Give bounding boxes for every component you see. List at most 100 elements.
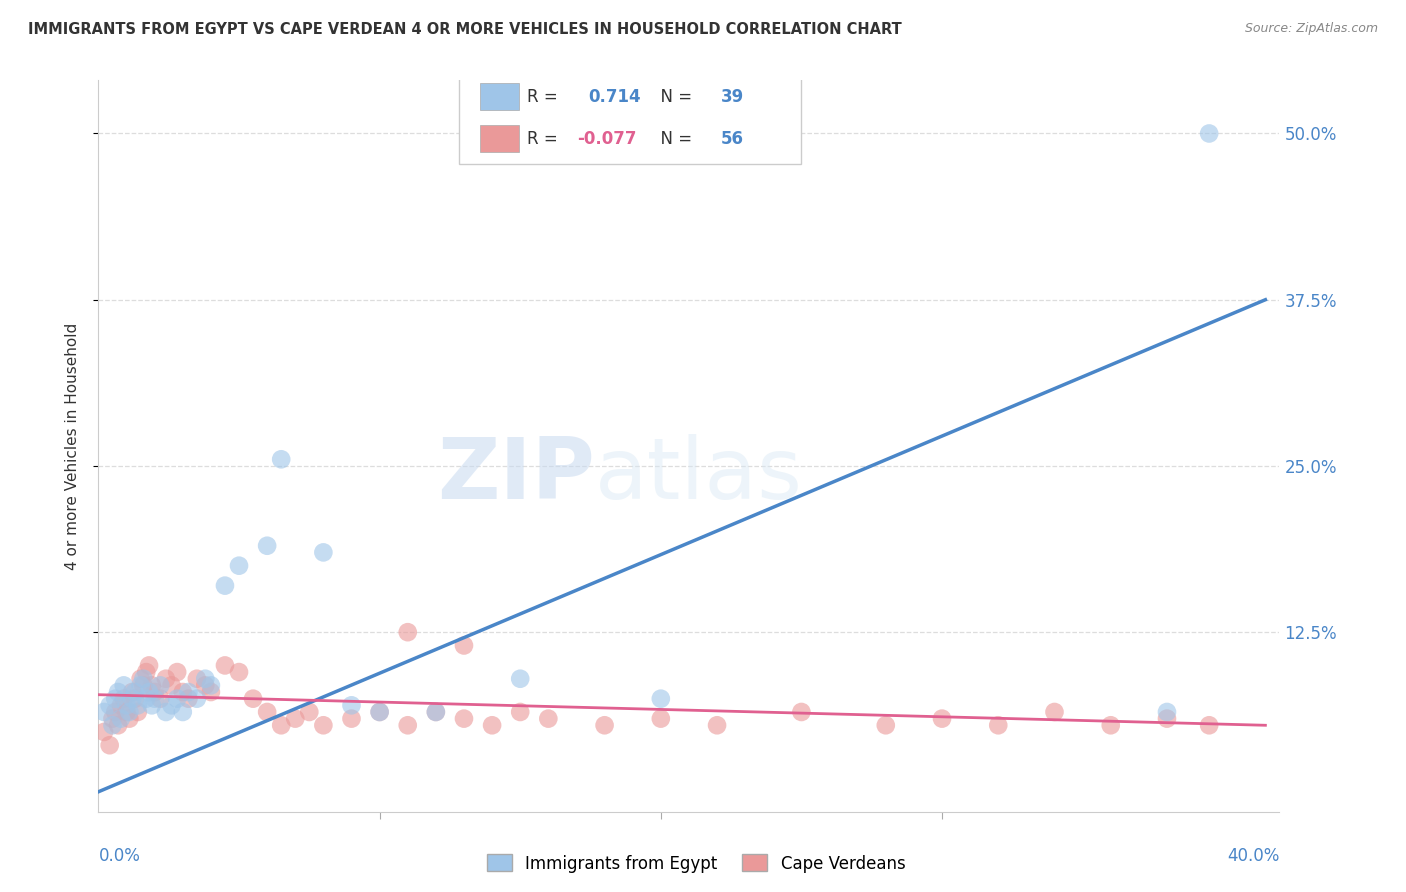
Point [312,718,335,732]
Legend: Immigrants from Egypt, Cape Verdeans: Immigrants from Egypt, Cape Verdeans [479,847,912,880]
Point [93,725,115,739]
Point [143,685,166,699]
Point [104,705,127,719]
Point [194,678,217,692]
Point [132,672,155,686]
Point [200,678,222,692]
Point [270,718,292,732]
Point [1099,718,1122,732]
Point [214,579,236,593]
Point [141,698,163,713]
Point [270,452,292,467]
Point [214,658,236,673]
Point [138,685,160,699]
Point [135,665,157,679]
Point [121,691,143,706]
Point [228,665,250,679]
Point [127,698,149,713]
Point [166,665,188,679]
Point [135,691,157,706]
Point [138,658,160,673]
FancyBboxPatch shape [458,66,801,164]
Point [284,712,307,726]
Point [115,705,138,719]
Point [186,691,208,706]
Point [340,712,363,726]
Point [593,718,616,732]
Point [312,545,335,559]
Point [481,718,503,732]
Point [127,705,149,719]
Point [110,698,132,713]
Point [1156,705,1178,719]
Text: 39: 39 [721,87,744,105]
Point [256,705,278,719]
Point [194,672,217,686]
Point [160,698,183,713]
Point [104,691,127,706]
Text: Source: ZipAtlas.com: Source: ZipAtlas.com [1244,22,1378,36]
Point [112,678,135,692]
Point [124,691,146,706]
FancyBboxPatch shape [479,126,519,152]
Point [242,691,264,706]
Point [368,705,391,719]
Point [115,698,138,713]
Point [172,705,194,719]
Point [425,705,447,719]
Point [149,691,172,706]
Point [155,672,177,686]
Point [453,639,475,653]
Point [107,718,129,732]
Point [650,691,672,706]
Point [987,718,1010,732]
Point [172,685,194,699]
Y-axis label: 4 or more Vehicles in Household: 4 or more Vehicles in Household [65,322,80,570]
Point [875,718,897,732]
Text: N =: N = [650,87,697,105]
Point [509,705,531,719]
Point [129,678,152,692]
Point [256,539,278,553]
Point [396,718,419,732]
Point [790,705,813,719]
Point [1043,705,1066,719]
Point [340,698,363,713]
Point [141,678,163,692]
Text: 0.0%: 0.0% [98,847,141,865]
Point [200,685,222,699]
Text: ZIP: ZIP [437,434,595,516]
Text: 40.0%: 40.0% [1227,847,1279,865]
Point [93,705,115,719]
Point [101,718,124,732]
Point [509,672,531,686]
Point [112,691,135,706]
Point [425,705,447,719]
Text: R =: R = [527,87,564,105]
Text: N =: N = [650,129,697,147]
Point [118,705,141,719]
Point [129,672,152,686]
Point [107,685,129,699]
Text: -0.077: -0.077 [576,129,637,147]
Point [453,712,475,726]
Point [650,712,672,726]
Text: IMMIGRANTS FROM EGYPT VS CAPE VERDEAN 4 OR MORE VEHICLES IN HOUSEHOLD CORRELATIO: IMMIGRANTS FROM EGYPT VS CAPE VERDEAN 4 … [28,22,901,37]
Point [298,705,321,719]
Point [228,558,250,573]
Point [396,625,419,640]
Point [98,698,121,713]
FancyBboxPatch shape [479,83,519,110]
Point [931,712,953,726]
Point [166,691,188,706]
Point [143,691,166,706]
Point [160,678,183,692]
Point [121,685,143,699]
Text: 0.714: 0.714 [589,87,641,105]
Point [98,738,121,752]
Point [149,678,172,692]
Text: 56: 56 [721,129,744,147]
Point [118,712,141,726]
Text: atlas: atlas [595,434,803,516]
Point [1156,712,1178,726]
